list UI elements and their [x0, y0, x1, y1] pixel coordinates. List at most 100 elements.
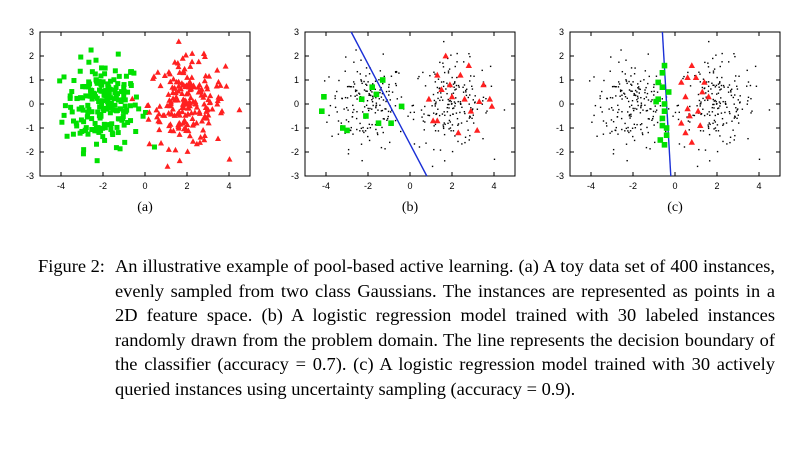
unlabeled-point [749, 84, 752, 87]
red-point [201, 53, 208, 59]
unlabeled-point [747, 100, 749, 102]
unlabeled-point [606, 125, 608, 127]
green-point [87, 93, 93, 99]
unlabeled-point [454, 89, 456, 91]
unlabeled-point [468, 139, 470, 141]
unlabeled-point [653, 90, 655, 93]
green-point [98, 113, 104, 119]
unlabeled-point [629, 117, 631, 119]
unlabeled-point [390, 75, 393, 77]
panel-label-a: (a) [137, 200, 153, 215]
unlabeled-point [396, 98, 398, 100]
unlabeled-point [356, 89, 358, 92]
y-tick-label: 0 [294, 99, 299, 109]
red-point [144, 102, 151, 109]
unlabeled-point [360, 79, 362, 81]
green-point [97, 104, 103, 110]
unlabeled-point [642, 109, 644, 111]
unlabeled-point [375, 96, 377, 99]
green-point [121, 88, 127, 94]
unlabeled-point [612, 153, 615, 155]
unlabeled-point [647, 53, 649, 55]
unlabeled-point [704, 149, 707, 151]
unlabeled-point [618, 108, 620, 111]
unlabeled-point [363, 131, 365, 134]
unlabeled-point [611, 97, 614, 99]
green-point [115, 81, 121, 87]
red-point [167, 78, 174, 85]
unlabeled-point [368, 73, 371, 75]
labeled-red-point [697, 122, 704, 128]
unlabeled-point [637, 86, 640, 88]
unlabeled-point [746, 103, 749, 105]
unlabeled-point [379, 70, 382, 72]
green-point [102, 125, 108, 131]
green-point [136, 106, 142, 112]
y-tick-label: 3 [559, 27, 564, 37]
x-tick-label: -4 [587, 181, 595, 191]
unlabeled-point [747, 137, 749, 140]
red-point [213, 82, 220, 89]
unlabeled-point [382, 131, 384, 134]
unlabeled-point [734, 80, 736, 82]
unlabeled-point [361, 82, 363, 85]
unlabeled-point [593, 76, 595, 78]
unlabeled-point [381, 126, 383, 129]
unlabeled-point [721, 52, 723, 55]
unlabeled-point [347, 153, 350, 155]
green-point [119, 89, 125, 95]
unlabeled-point [621, 128, 623, 131]
green-point [96, 98, 102, 104]
x-tick-label: -2 [364, 181, 372, 191]
unlabeled-point [418, 75, 420, 78]
labeled-red-point [457, 71, 464, 78]
unlabeled-point [712, 122, 714, 125]
green-point [101, 121, 107, 127]
green-point [83, 127, 89, 133]
unlabeled-point [719, 105, 721, 107]
unlabeled-point [323, 80, 326, 82]
red-point [180, 104, 187, 111]
unlabeled-point [621, 89, 623, 92]
unlabeled-point [702, 108, 704, 110]
green-point [113, 94, 119, 100]
unlabeled-point [688, 129, 690, 131]
unlabeled-point [411, 105, 413, 107]
green-point [119, 117, 125, 123]
green-point [99, 65, 105, 71]
unlabeled-point [599, 95, 601, 97]
unlabeled-point [350, 95, 352, 97]
unlabeled-point [379, 89, 381, 91]
unlabeled-point [647, 82, 649, 85]
unlabeled-point [447, 57, 449, 60]
unlabeled-point [385, 90, 388, 93]
unlabeled-point [651, 99, 653, 101]
green-point [104, 122, 110, 128]
unlabeled-point [715, 84, 718, 87]
red-point [179, 108, 186, 115]
unlabeled-point [469, 115, 471, 117]
green-point [71, 78, 77, 84]
unlabeled-point [728, 111, 731, 113]
y-tick-label: -2 [291, 147, 299, 157]
unlabeled-point [615, 86, 617, 88]
labeled-red-point [701, 79, 708, 85]
unlabeled-point [629, 130, 632, 132]
x-tick-label: -4 [322, 181, 330, 191]
red-point [188, 74, 195, 80]
red-point [187, 63, 194, 69]
unlabeled-point [395, 71, 398, 73]
unlabeled-point [628, 115, 631, 117]
unlabeled-point [730, 91, 732, 93]
green-point [86, 107, 92, 113]
unlabeled-point [646, 109, 649, 112]
unlabeled-point [400, 96, 403, 98]
unlabeled-point [714, 114, 717, 117]
green-point [142, 109, 148, 115]
green-point [123, 73, 129, 79]
unlabeled-point [694, 74, 696, 77]
red-point [175, 38, 182, 44]
red-point [215, 78, 222, 85]
red-point [185, 127, 192, 134]
unlabeled-point [336, 90, 338, 93]
